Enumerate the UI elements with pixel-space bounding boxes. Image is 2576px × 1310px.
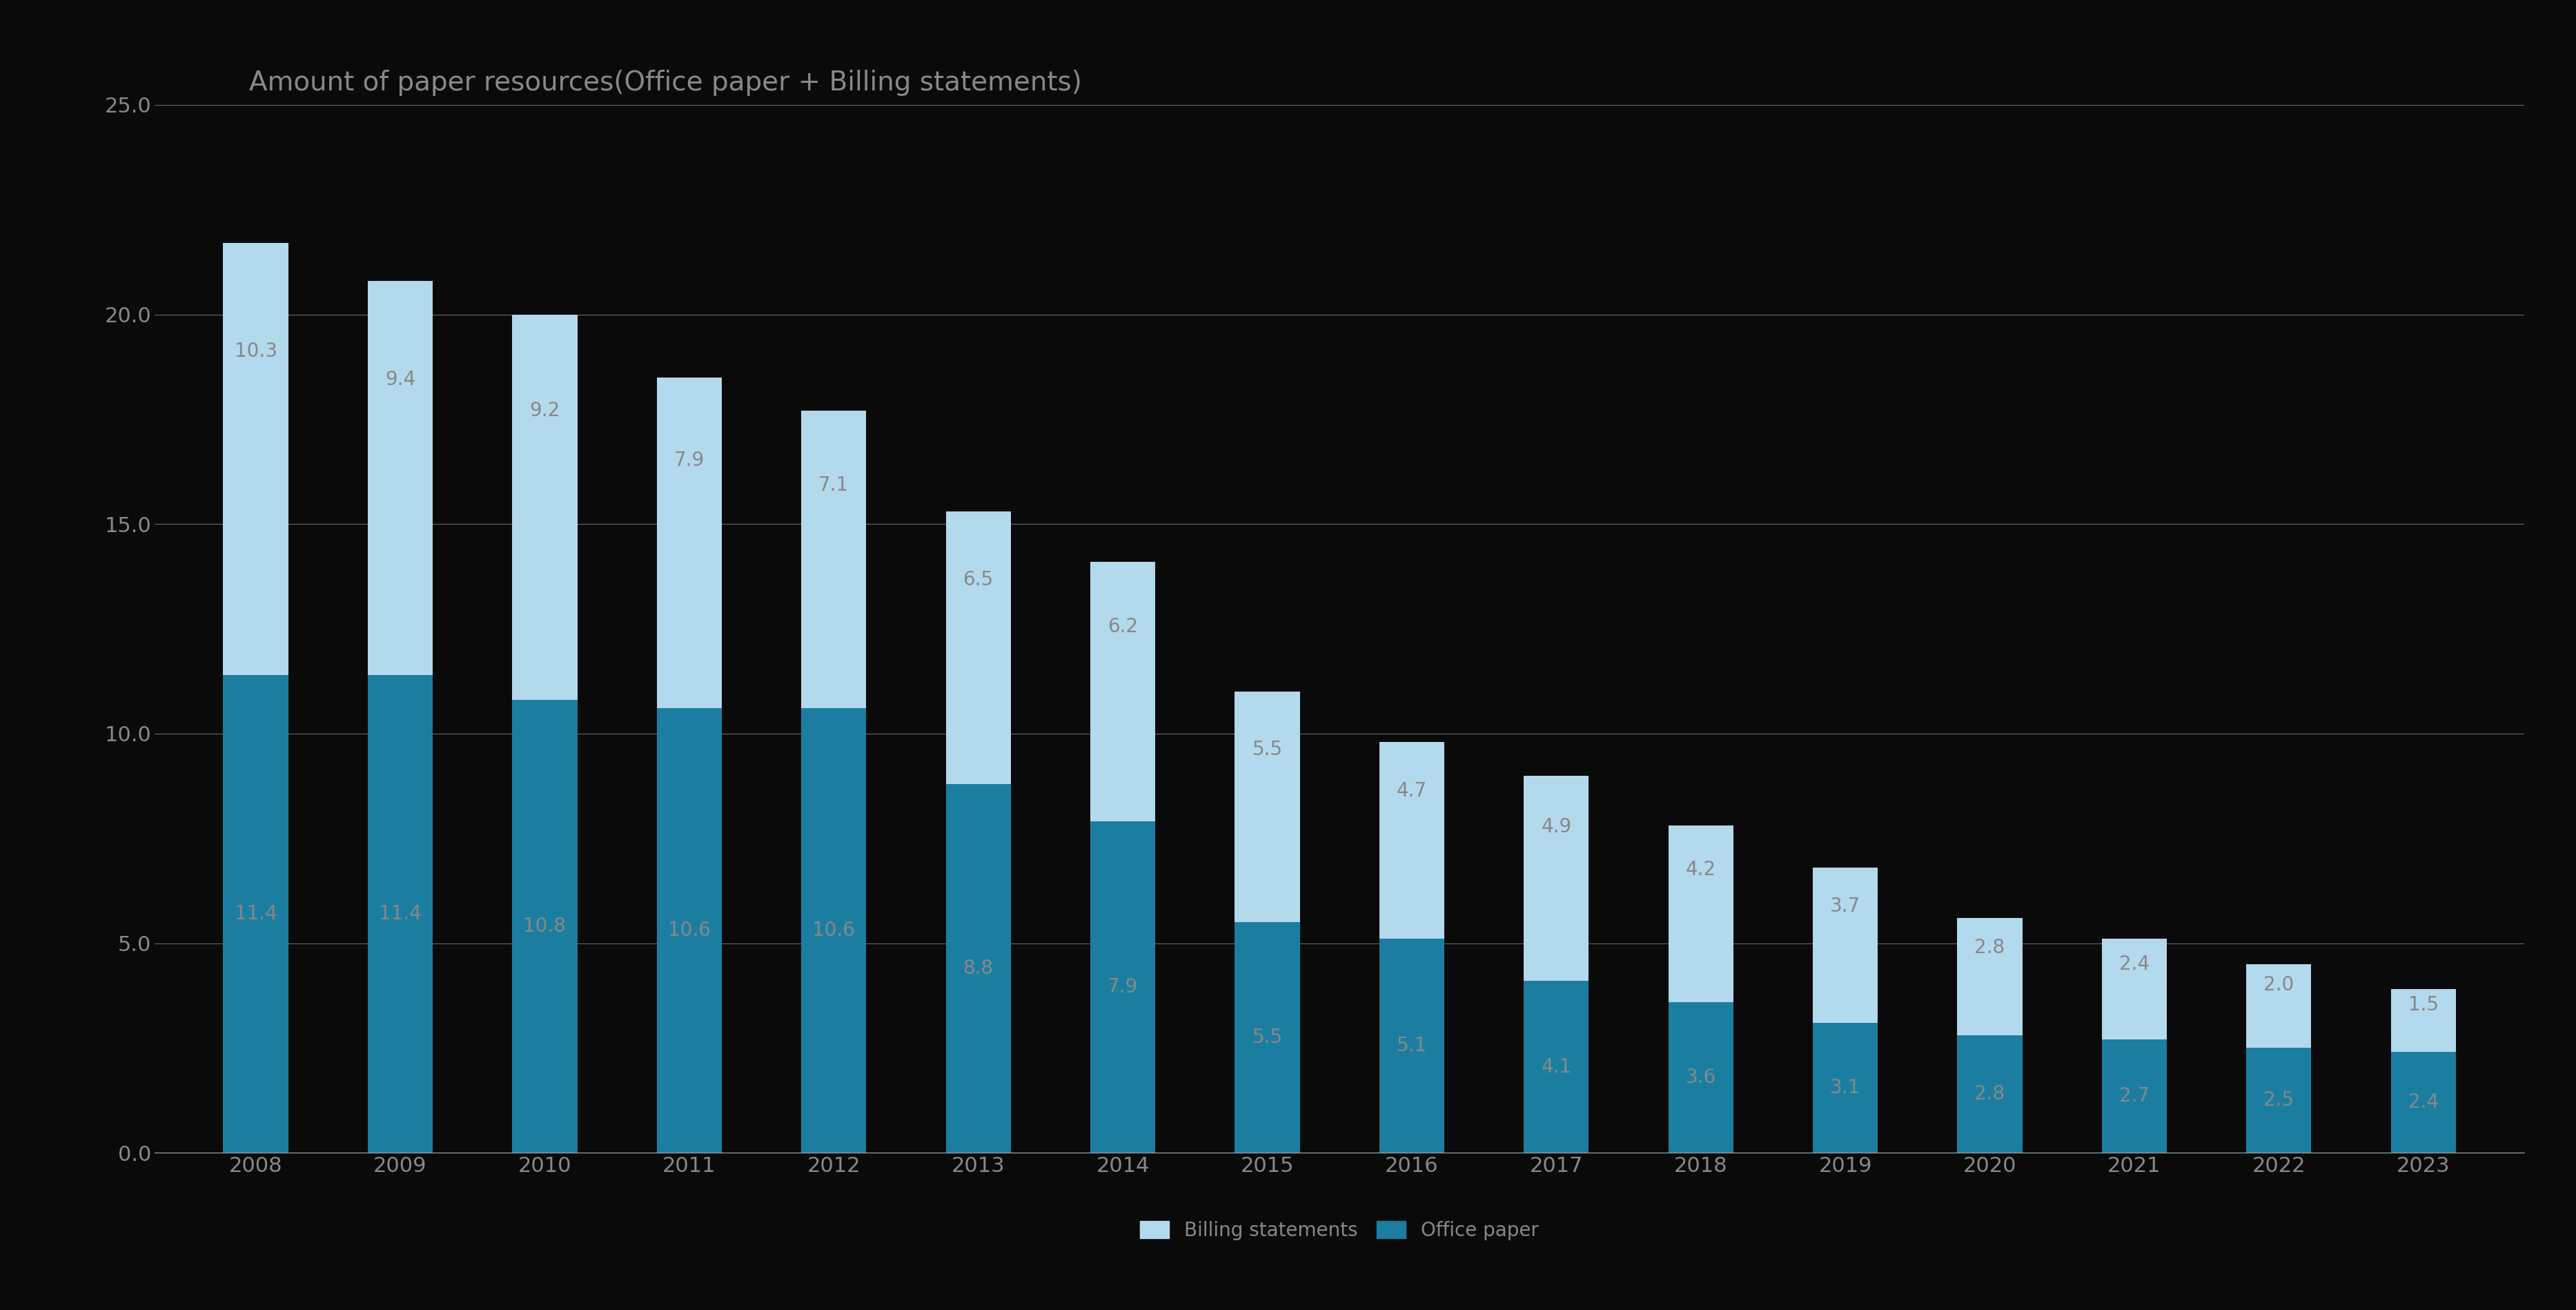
Bar xyxy=(2391,989,2455,1052)
Text: 5.1: 5.1 xyxy=(1396,1036,1427,1056)
Legend: Billing statements, Office paper: Billing statements, Office paper xyxy=(1133,1213,1546,1248)
Bar xyxy=(1234,692,1301,922)
Bar xyxy=(368,280,433,675)
Text: 9.4: 9.4 xyxy=(384,369,415,389)
Bar xyxy=(224,675,289,1153)
Text: 6.2: 6.2 xyxy=(1108,617,1139,637)
Text: 10.6: 10.6 xyxy=(811,921,855,941)
Bar xyxy=(2391,1052,2455,1153)
Text: 10.8: 10.8 xyxy=(523,917,567,937)
Text: 2.0: 2.0 xyxy=(2264,976,2295,994)
Bar xyxy=(1090,562,1154,821)
Text: 2.7: 2.7 xyxy=(2120,1086,2148,1106)
Bar xyxy=(1669,825,1734,1002)
Bar xyxy=(224,244,289,675)
Text: Amount of paper resources(Office paper + Billing statements): Amount of paper resources(Office paper +… xyxy=(250,69,1082,96)
Text: 7.9: 7.9 xyxy=(675,451,703,470)
Bar xyxy=(2102,939,2166,1040)
Bar xyxy=(657,709,721,1153)
Bar xyxy=(801,709,866,1153)
Bar xyxy=(513,314,577,700)
Bar xyxy=(1814,867,1878,1023)
Text: 4.1: 4.1 xyxy=(1540,1057,1571,1077)
Bar xyxy=(945,783,1010,1153)
Bar xyxy=(1090,821,1154,1153)
Text: 9.2: 9.2 xyxy=(531,401,559,421)
Text: 3.6: 3.6 xyxy=(1685,1068,1716,1087)
Text: 6.5: 6.5 xyxy=(963,570,994,590)
Text: 4.7: 4.7 xyxy=(1396,782,1427,800)
Bar xyxy=(2102,1040,2166,1153)
Bar xyxy=(1669,1002,1734,1153)
Text: 4.9: 4.9 xyxy=(1540,817,1571,837)
Text: 2.4: 2.4 xyxy=(2409,1093,2439,1112)
Text: 1.5: 1.5 xyxy=(2409,996,2439,1015)
Bar xyxy=(1525,981,1589,1153)
Bar xyxy=(945,511,1010,783)
Bar xyxy=(801,411,866,709)
Bar xyxy=(1378,939,1445,1153)
Text: 2.5: 2.5 xyxy=(2264,1091,2295,1110)
Bar xyxy=(2246,964,2311,1048)
Bar xyxy=(1958,918,2022,1035)
Text: 5.5: 5.5 xyxy=(1252,1028,1283,1047)
Bar xyxy=(1234,922,1301,1153)
Bar xyxy=(368,675,433,1153)
Text: 3.7: 3.7 xyxy=(1829,897,1860,916)
Text: 10.3: 10.3 xyxy=(234,342,278,360)
Text: 7.9: 7.9 xyxy=(1108,977,1139,997)
Text: 4.2: 4.2 xyxy=(1685,861,1716,879)
Text: 11.4: 11.4 xyxy=(234,904,278,924)
Text: 2.4: 2.4 xyxy=(2120,955,2148,973)
Text: 7.1: 7.1 xyxy=(819,476,850,495)
Text: 2.8: 2.8 xyxy=(1976,938,2004,958)
Bar xyxy=(1378,741,1445,939)
Bar xyxy=(1525,776,1589,981)
Bar xyxy=(1814,1023,1878,1153)
Text: 5.5: 5.5 xyxy=(1252,740,1283,758)
Text: 11.4: 11.4 xyxy=(379,904,422,924)
Text: 10.6: 10.6 xyxy=(667,921,711,941)
Bar xyxy=(1958,1035,2022,1153)
Text: 8.8: 8.8 xyxy=(963,959,994,979)
Bar xyxy=(2246,1048,2311,1153)
Bar xyxy=(657,377,721,709)
Bar xyxy=(513,700,577,1153)
Text: 2.8: 2.8 xyxy=(1976,1085,2004,1104)
Text: 3.1: 3.1 xyxy=(1829,1078,1860,1098)
